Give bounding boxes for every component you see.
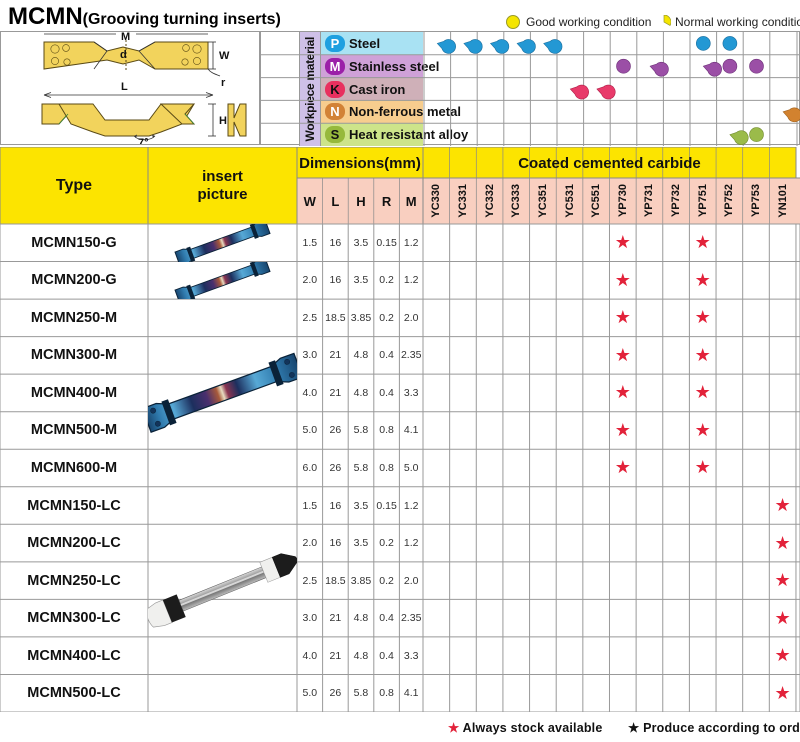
svg-text:7°: 7° (138, 137, 149, 145)
svg-text:M: M (121, 32, 130, 43)
svg-text:L: L (121, 81, 128, 93)
svg-text:r: r (221, 77, 226, 89)
svg-text:d: d (120, 49, 127, 61)
svg-text:H: H (219, 115, 227, 127)
svg-text:W: W (219, 50, 230, 62)
